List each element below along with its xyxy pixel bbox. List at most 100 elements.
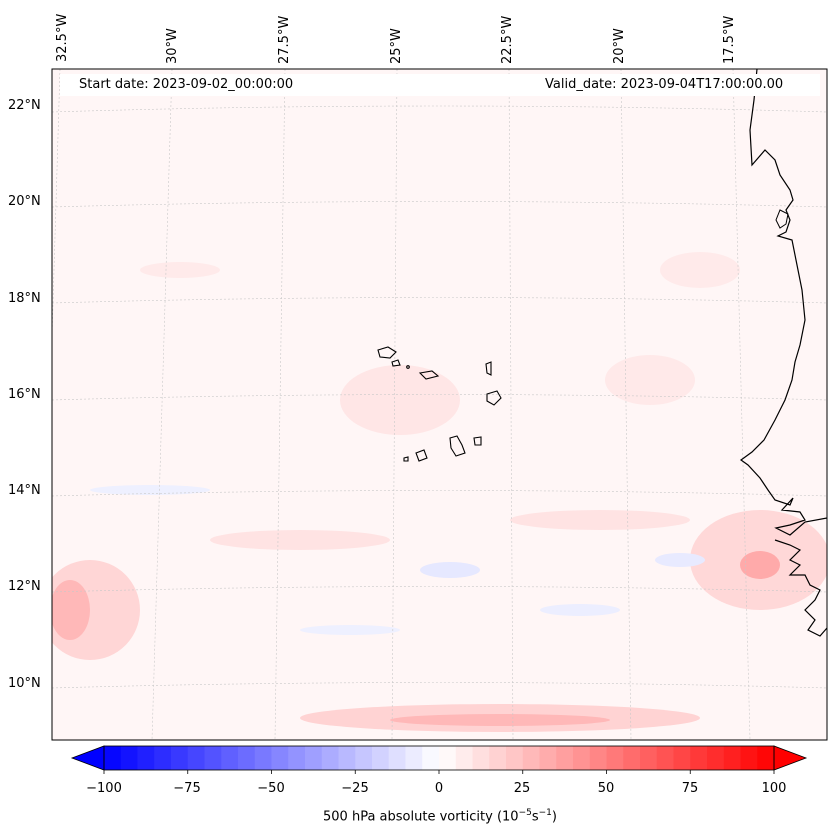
colorbar-segment	[673, 746, 691, 770]
colorbar-tick-label: −100	[86, 781, 122, 796]
colorbar-segment	[238, 746, 256, 770]
colorbar-segment	[472, 746, 490, 770]
positive-vorticity-patch	[660, 252, 740, 288]
colorbar-segment	[405, 746, 423, 770]
parallel-20n	[52, 201, 827, 208]
colorbar-segment	[690, 746, 708, 770]
graticule	[52, 69, 827, 740]
colorbar-segment	[556, 746, 574, 770]
lat-label-22n: 22°N	[8, 98, 41, 113]
colorbar-segment	[204, 746, 222, 770]
colorbar-title-exp1: −5	[518, 808, 532, 818]
colorbar-title-main: 500 hPa absolute vorticity (10	[323, 809, 519, 825]
valid-date-label: Valid_date: 2023-09-04T17:00:00.00	[545, 77, 784, 92]
colorbar-tick-label: −75	[173, 781, 201, 796]
colorbar-segment	[422, 746, 440, 770]
negative-vorticity-patch	[540, 604, 620, 616]
positive-vorticity-patch	[740, 551, 780, 579]
positive-vorticity-patch	[140, 262, 220, 278]
lon-label-17-5w: 17.5°W	[722, 15, 737, 64]
colorbar-segment	[539, 746, 557, 770]
lat-label-16n: 16°N	[8, 387, 41, 402]
lat-label-20n: 20°N	[8, 194, 41, 209]
colorbar-segment	[338, 746, 356, 770]
positive-vorticity-patch	[210, 530, 390, 550]
negative-vorticity-patch	[90, 485, 210, 495]
colorbar-segment	[187, 746, 206, 770]
colorbar-segment	[455, 746, 474, 770]
negative-vorticity-patch	[420, 562, 480, 578]
negative-vorticity-patch	[655, 553, 705, 567]
colorbar-segment	[137, 746, 155, 770]
lat-label-14n: 14°N	[8, 483, 41, 498]
lon-label-30w: 30°W	[165, 28, 180, 64]
info-strip	[60, 74, 820, 96]
parallel-18n	[52, 297, 827, 304]
colorbar-segment	[372, 746, 390, 770]
colorbar-tick-label: −25	[341, 781, 369, 796]
coastline-south	[774, 539, 827, 637]
colorbar-title: 500 hPa absolute vorticity (10−5s−1)	[323, 808, 557, 824]
colorbar-segment	[271, 746, 289, 770]
colorbar-title-end: )	[551, 809, 557, 825]
island-sao-nicolau	[418, 370, 440, 380]
island-santo-antao	[377, 346, 397, 359]
colorbar-segment	[120, 746, 139, 770]
colorbar-segment	[154, 746, 172, 770]
coastal-inlet	[775, 209, 789, 229]
cabo-verde-islands	[377, 346, 502, 462]
lon-label-32-5w: 32.5°W	[55, 13, 70, 62]
positive-vorticity-patch	[390, 714, 610, 726]
positive-vorticity-patch	[605, 355, 695, 405]
colorbar-tick-label: 100	[761, 781, 787, 796]
map-frame	[51, 68, 828, 741]
colorbar-segment	[171, 746, 189, 770]
island-maio	[473, 436, 482, 446]
colorbar-segment	[740, 746, 758, 770]
colorbar-segment	[707, 746, 725, 770]
colorbar-tick-label: 0	[434, 781, 444, 796]
lon-label-25w: 25°W	[389, 28, 404, 64]
parallel-10n	[52, 682, 827, 689]
colorbar-segment	[640, 746, 658, 770]
parallel-12n	[52, 586, 827, 593]
colorbar-segment	[254, 746, 273, 770]
island-sal	[485, 361, 492, 376]
positive-vorticity-patch	[340, 365, 460, 435]
island-boa-vista	[486, 390, 502, 406]
lat-label-10n: 10°N	[8, 676, 41, 691]
colorbar-tick-label: 75	[681, 781, 699, 796]
colorbar-segment	[757, 746, 775, 770]
colorbar-tick-label: −50	[257, 781, 285, 796]
colorbar-segment	[288, 746, 306, 770]
start-date-label: Start date: 2023-09-02_00:00:00	[79, 77, 294, 92]
colorbar-segment	[439, 746, 457, 770]
positive-vorticity-patch	[52, 580, 90, 640]
colorbar-title-exp2: −1	[538, 808, 552, 818]
colorbar-segment	[388, 746, 407, 770]
parallel-14n	[52, 490, 827, 497]
colorbar-title-mid: s	[531, 809, 539, 825]
positive-vorticity-patch	[510, 510, 690, 530]
colorbar-segment	[606, 746, 624, 770]
lon-label-20w: 20°W	[612, 28, 627, 64]
lon-label-27-5w: 27.5°W	[277, 15, 292, 64]
colorbar-segment	[506, 746, 524, 770]
colorbar-segment	[489, 746, 507, 770]
colorbar-segment	[104, 746, 122, 770]
colorbar-extend-min	[70, 745, 105, 771]
island-fogo	[415, 449, 428, 462]
parallel-22n	[52, 105, 827, 113]
island-santa-luzia	[406, 365, 410, 369]
negative-vorticity-patch	[300, 625, 400, 635]
parallel-16n	[52, 394, 827, 401]
colorbar-tick-label: 25	[513, 781, 531, 796]
colorbar-segment	[305, 746, 323, 770]
colorbar-segment	[573, 746, 591, 770]
island-santiago	[449, 435, 466, 457]
vorticity-field	[52, 69, 827, 740]
colorbar-segment	[355, 746, 373, 770]
lon-label-22-5w: 22.5°W	[500, 15, 515, 64]
island-brava	[403, 456, 409, 462]
